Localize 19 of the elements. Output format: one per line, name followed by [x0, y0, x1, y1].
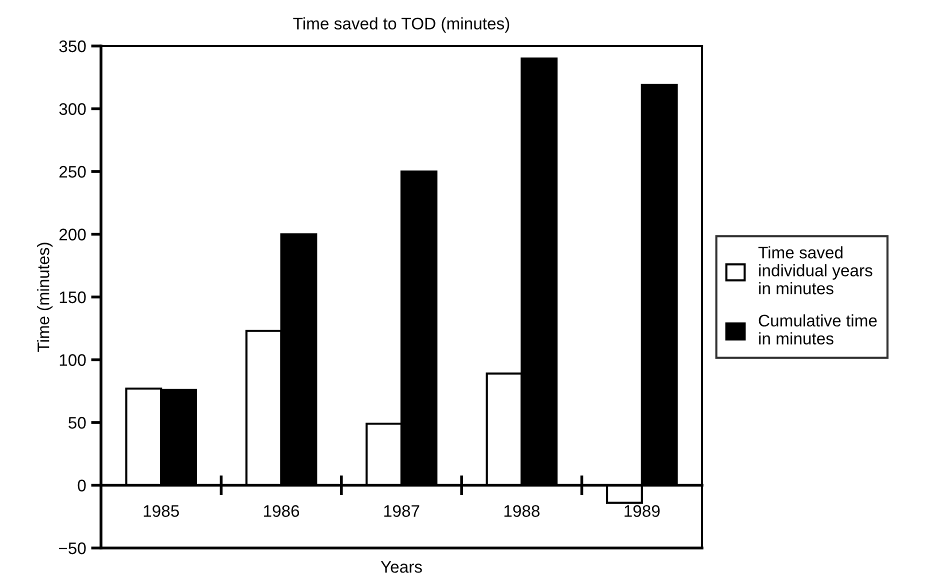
x-tick-label: 1988 — [504, 505, 540, 517]
y-tick-label: 350 — [59, 40, 86, 52]
y-tick-label: 100 — [60, 354, 86, 366]
y-tick-label: 50 — [68, 416, 86, 429]
legend-label: Time saved individual years in minutes — [758, 246, 872, 294]
legend-label: Cumulative time in minutes — [758, 314, 877, 345]
y-tick-label: 150 — [60, 291, 86, 304]
y-tick-label: 300 — [59, 103, 86, 115]
x-tick-label: 1986 — [264, 505, 300, 517]
y-tick-label: 200 — [59, 228, 86, 240]
x-tick-label: 1985 — [144, 505, 179, 517]
x-tick-label: 1989 — [624, 505, 660, 517]
y-tick-label: −50 — [58, 542, 86, 554]
y-tick-label: 0 — [78, 480, 86, 492]
chart-title: Time saved to TOD (minutes) — [293, 17, 510, 33]
y-tick-label: 250 — [59, 166, 86, 178]
x-axis-title: Years — [380, 561, 422, 573]
y-axis-title: Time (minutes) — [37, 242, 53, 352]
x-tick-label: 1987 — [384, 505, 420, 517]
